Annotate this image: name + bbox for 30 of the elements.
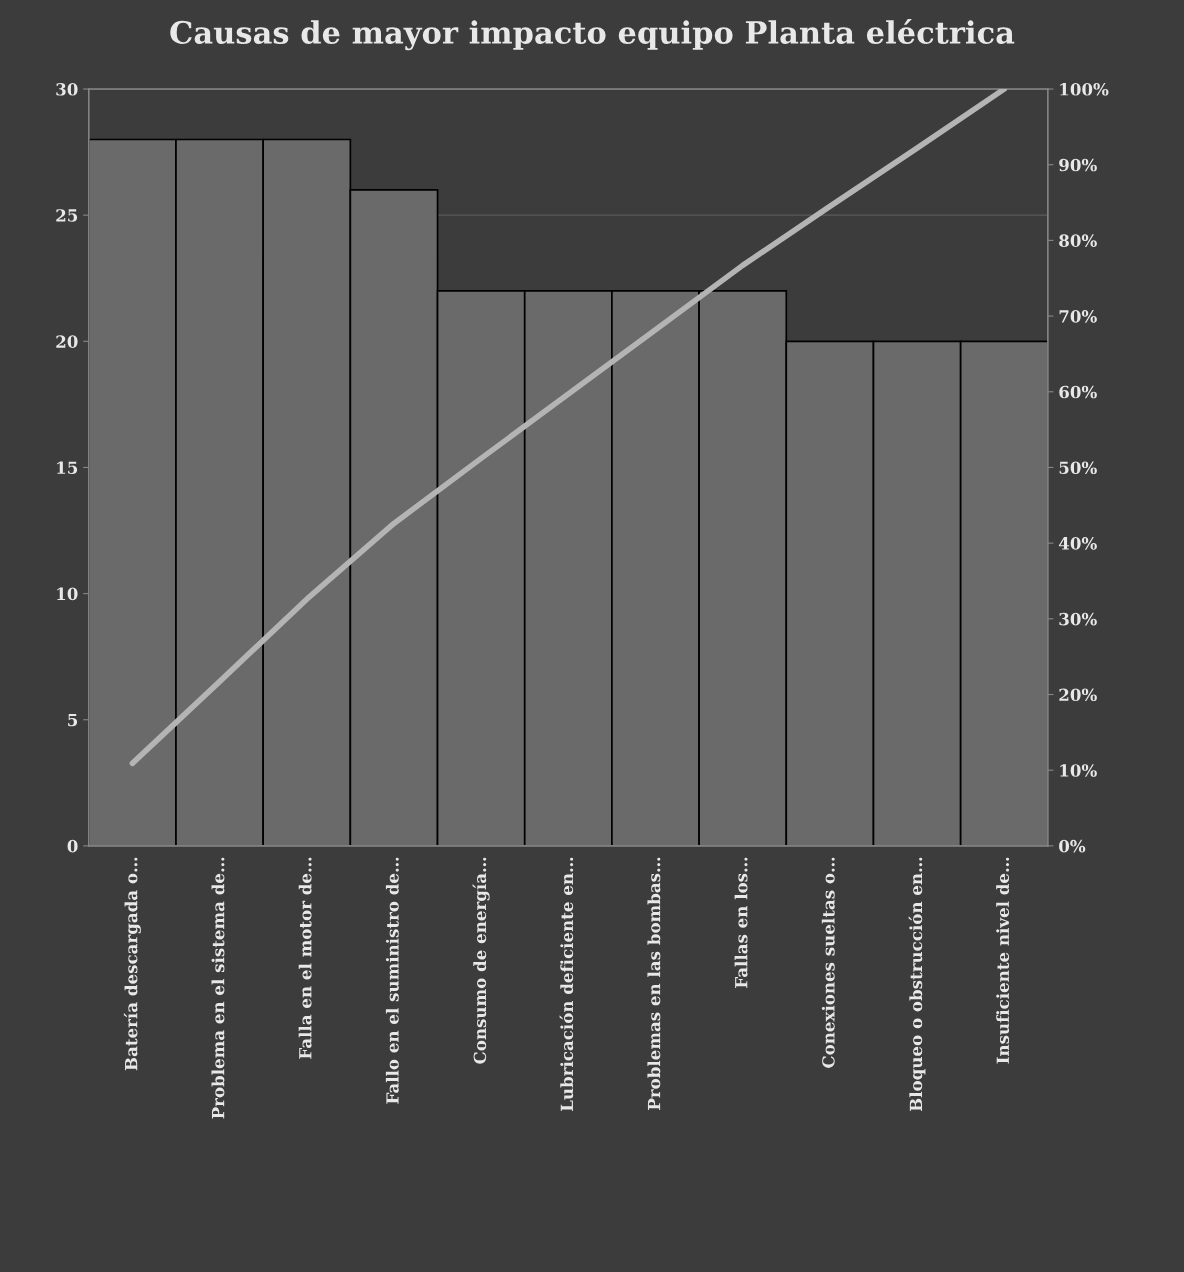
y2-tick-label: 10% bbox=[1060, 764, 1097, 777]
y-tick-label: 0 bbox=[67, 839, 78, 853]
x-tick-label: Falla en el motor de… bbox=[298, 857, 312, 1059]
y2-tick-label: 40% bbox=[1058, 537, 1097, 550]
y-tick-label: 20 bbox=[56, 335, 78, 348]
x-tick-label: Conexiones sueltas o… bbox=[821, 857, 835, 1068]
chart-title: Causas de mayor impacto equipo Planta eléctrica bbox=[170, 19, 1015, 51]
y-tick-label: 15 bbox=[57, 461, 78, 475]
y-tick-label: 5 bbox=[68, 713, 78, 727]
y-tick-label: 10 bbox=[57, 587, 78, 601]
y2-tick-label: 70% bbox=[1059, 310, 1097, 323]
y2-tick-label: 50% bbox=[1059, 461, 1097, 475]
x-tick-label: Problemas en las bombas… bbox=[647, 857, 661, 1110]
x-tick-label: Problema en el sistema de… bbox=[211, 857, 225, 1119]
y2-tick-label: 90% bbox=[1059, 158, 1097, 172]
y2-tick-label: 20% bbox=[1059, 688, 1097, 702]
x-tick-label: Consumo de energía… bbox=[472, 857, 490, 1064]
y2-tick-label: 60% bbox=[1059, 385, 1097, 399]
y-tick-label: 30 bbox=[56, 83, 78, 96]
x-tick-label: Lubricación deficiente en… bbox=[559, 857, 574, 1112]
y-tick-label: 25 bbox=[56, 209, 78, 222]
y2-tick-label: 80% bbox=[1059, 234, 1097, 247]
y2-tick-label: 0% bbox=[1059, 839, 1086, 853]
x-tick-label: Fallo en el suministro de… bbox=[385, 857, 399, 1104]
y2-tick-label: 100% bbox=[1060, 83, 1109, 96]
x-tick-label: Bloqueo o obstrucción en… bbox=[908, 857, 926, 1112]
x-tick-label: Fallas en los… bbox=[734, 857, 748, 988]
x-tick-label: Insuficiente nivel de… bbox=[996, 857, 1010, 1064]
x-tick-label: Batería descargada o… bbox=[123, 857, 141, 1071]
y2-tick-label: 30% bbox=[1059, 612, 1097, 626]
